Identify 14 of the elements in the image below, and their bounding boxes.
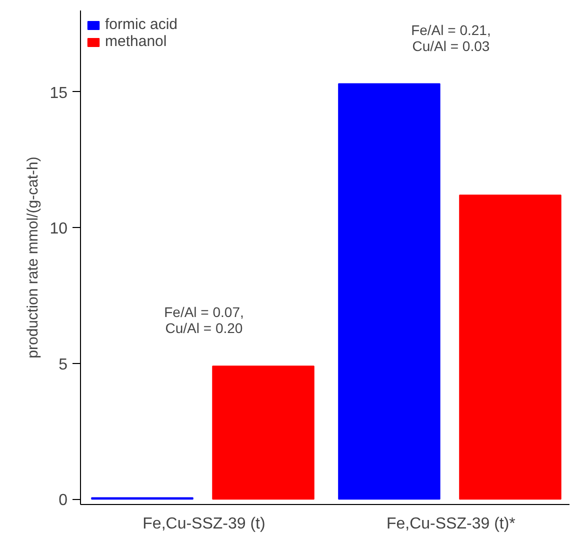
y-tick-label: 15 [50,84,68,102]
y-axis-title: production rate mmol/(g-cat-h) [24,156,42,358]
x-tick-label: Fe,Cu-SSZ-39 (t)* [386,516,516,532]
legend-label: formic acid [105,16,178,33]
annotation: Fe/Al = 0.07, Cu/Al = 0.20 [164,304,244,336]
y-tick-label: 5 [58,356,68,374]
annotation: Fe/Al = 0.21, Cu/Al = 0.03 [411,22,491,54]
y-tick-label: 10 [50,220,68,238]
y-tick-label: 0 [58,492,68,510]
bar [459,194,562,500]
x-tick-label: Fe,Cu-SSZ-39 (t) [142,516,266,532]
bar [212,366,314,500]
legend-label: methanol [105,33,167,50]
bar [338,83,440,500]
